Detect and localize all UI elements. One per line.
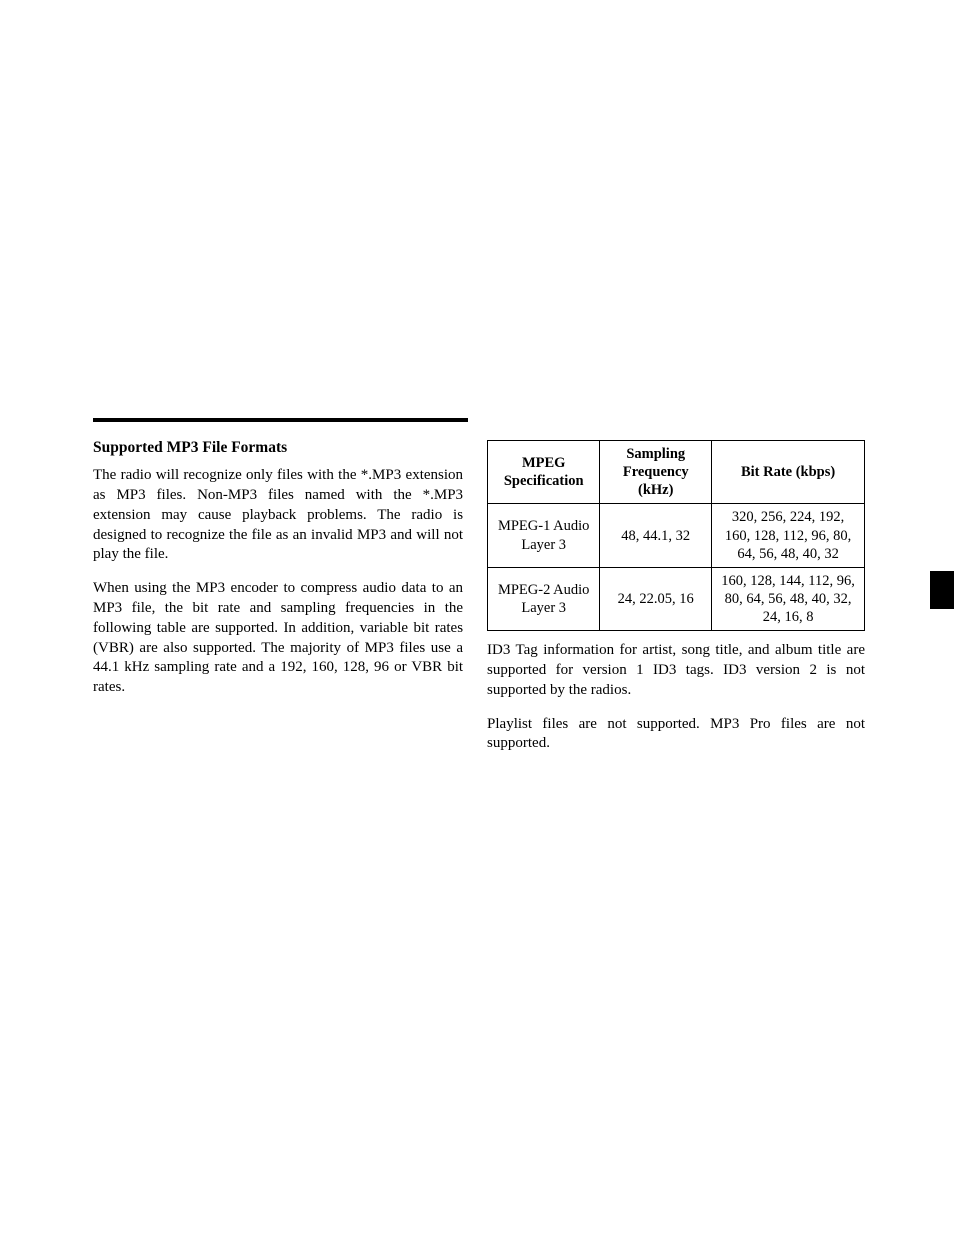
table-row: MPEG-2 Audio Layer 3 24, 22.05, 16 160, … (488, 567, 865, 630)
two-columns: Supported MP3 File Formats The radio wil… (93, 438, 865, 768)
spec-table: MPEG Specification Sampling Frequency (k… (487, 440, 865, 631)
section-heading: Supported MP3 File Formats (93, 438, 463, 458)
paragraph: When using the MP3 encoder to compress a… (93, 579, 463, 698)
table-header-cell: MPEG Specification (488, 441, 600, 504)
paragraph: The radio will recognize only files with… (93, 466, 463, 565)
table-cell: 24, 22.05, 16 (600, 567, 712, 630)
table-cell: 48, 44.1, 32 (600, 504, 712, 567)
side-tab (930, 571, 954, 609)
section-rule (93, 418, 468, 422)
table-header-row: MPEG Specification Sampling Frequency (k… (488, 441, 865, 504)
right-column: MPEG Specification Sampling Frequency (k… (487, 438, 865, 768)
table-cell: 320, 256, 224, 192, 160, 128, 112, 96, 8… (712, 504, 865, 567)
paragraph: Playlist files are not supported. MP3 Pr… (487, 715, 865, 755)
table-cell: 160, 128, 144, 112, 96, 80, 64, 56, 48, … (712, 567, 865, 630)
table-header-cell: Bit Rate (kbps) (712, 441, 865, 504)
table-cell: MPEG-2 Audio Layer 3 (488, 567, 600, 630)
paragraph: ID3 Tag information for artist, song tit… (487, 641, 865, 700)
table-cell: MPEG-1 Audio Layer 3 (488, 504, 600, 567)
page: Supported MP3 File Formats The radio wil… (0, 0, 954, 1235)
table-header-cell: Sampling Frequency (kHz) (600, 441, 712, 504)
table-row: MPEG-1 Audio Layer 3 48, 44.1, 32 320, 2… (488, 504, 865, 567)
left-column: Supported MP3 File Formats The radio wil… (93, 438, 463, 768)
